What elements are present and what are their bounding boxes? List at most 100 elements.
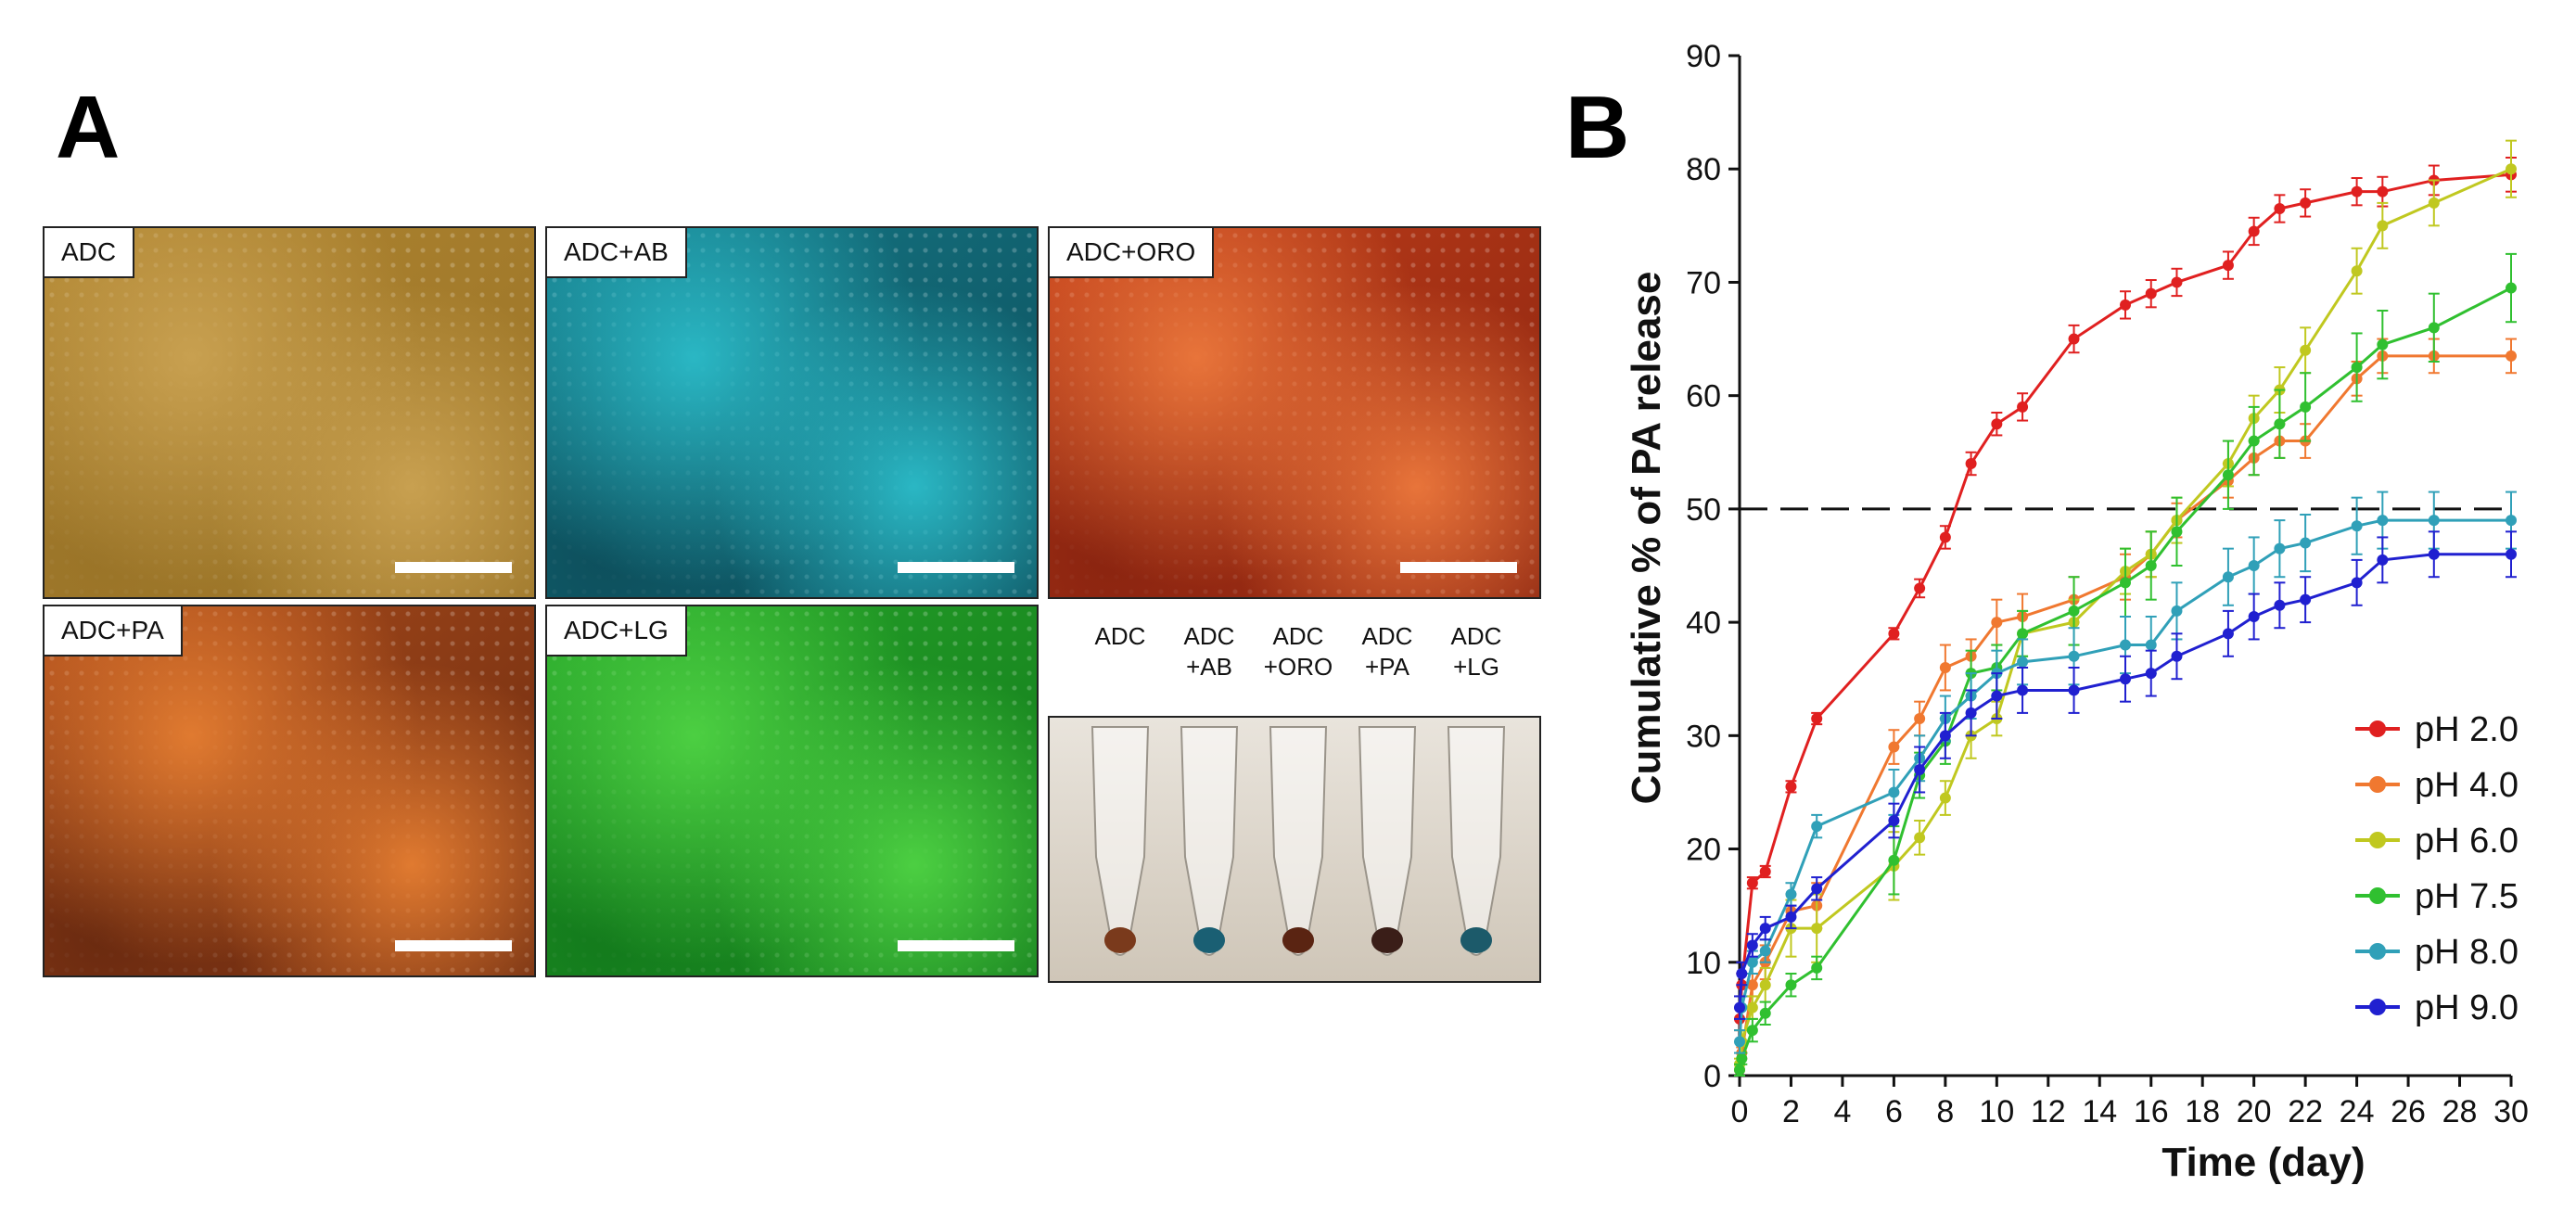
data-point <box>2068 605 2080 617</box>
data-point <box>1746 939 1758 951</box>
y-tick-label: 70 <box>1686 265 1721 300</box>
data-point <box>1991 690 2003 702</box>
legend-label: pH 9.0 <box>2415 988 2519 1027</box>
micrograph-image <box>1050 228 1539 597</box>
data-point <box>1785 979 1797 991</box>
data-point <box>2377 220 2389 232</box>
legend-label: pH 7.5 <box>2415 877 2519 916</box>
data-point <box>2377 185 2389 198</box>
data-point <box>2506 350 2517 362</box>
legend-marker <box>2369 999 2386 1015</box>
data-point <box>1746 1025 1758 1037</box>
data-point <box>2300 401 2312 413</box>
data-point <box>1888 854 1900 866</box>
data-point <box>1991 418 2003 430</box>
data-point <box>2145 560 2157 571</box>
panel-b-label: B <box>1565 78 1630 177</box>
series-line <box>1738 354 2511 1071</box>
data-point <box>1811 883 1823 895</box>
x-tick-label: 26 <box>2391 1094 2426 1129</box>
y-tick-label: 50 <box>1686 492 1721 528</box>
data-point <box>2351 577 2363 589</box>
scale-bar <box>395 562 512 573</box>
data-point <box>1734 1001 1745 1013</box>
data-point <box>1965 458 1977 469</box>
data-point <box>2300 344 2312 356</box>
data-point <box>2120 299 2131 311</box>
legend-marker <box>2369 887 2386 904</box>
data-point <box>1811 713 1823 724</box>
data-point <box>2274 203 2286 214</box>
data-point <box>2222 260 2234 272</box>
series-ph-8-0 <box>1734 491 2517 1054</box>
data-point <box>1965 707 1977 719</box>
data-point <box>1736 968 1748 979</box>
tube-label: ADC +ORO <box>1263 622 1333 681</box>
x-tick-label: 18 <box>2185 1094 2220 1129</box>
micrograph-image <box>45 228 534 597</box>
tube-photo <box>1048 716 1541 983</box>
scale-bar <box>898 940 1014 951</box>
data-point <box>1939 662 1951 673</box>
x-tick-label: 4 <box>1833 1094 1851 1129</box>
y-tick-label: 90 <box>1686 39 1721 74</box>
data-point <box>2351 185 2363 198</box>
data-point <box>1736 1052 1748 1064</box>
micrograph-label: ADC+AB <box>547 228 687 278</box>
data-point <box>2145 639 2157 651</box>
data-point <box>1888 815 1900 826</box>
data-point <box>1759 866 1771 877</box>
micrograph-label: ADC <box>45 228 135 278</box>
data-point <box>1746 1001 1758 1013</box>
series-ph-2-0 <box>1734 157 2517 1032</box>
tube-label: ADC +AB <box>1183 622 1235 681</box>
legend-label: pH 2.0 <box>2415 710 2519 749</box>
micrograph-label: ADC+LG <box>547 606 687 656</box>
x-axis-title: Time (day) <box>2162 1140 2365 1185</box>
data-point <box>2145 668 2157 680</box>
x-tick-label: 20 <box>2237 1094 2272 1129</box>
x-tick-label: 16 <box>2134 1094 2169 1129</box>
data-point <box>2506 282 2517 294</box>
micrograph-adc-lg: ADC+LG <box>545 605 1039 977</box>
data-point <box>2068 333 2080 345</box>
data-point <box>1914 832 1926 844</box>
data-point <box>1759 979 1771 991</box>
legend-label: pH 4.0 <box>2415 766 2519 805</box>
micrograph-label: ADC+PA <box>45 606 183 656</box>
data-point <box>2248 611 2260 622</box>
data-point <box>1759 1007 1771 1019</box>
micrograph-adc-pa: ADC+PA <box>43 605 536 977</box>
y-tick-label: 30 <box>1686 719 1721 754</box>
tube-photo-svg <box>1050 718 1539 981</box>
series-line <box>1738 172 2512 1019</box>
legend-marker <box>2369 943 2386 960</box>
data-point <box>2171 526 2183 538</box>
micrograph-adc-oro: ADC+ORO <box>1048 226 1541 599</box>
data-point <box>1734 1064 1745 1076</box>
data-point <box>2428 548 2440 560</box>
data-point <box>2248 435 2260 447</box>
data-point <box>2300 537 2312 549</box>
tube-label: ADC <box>1094 622 1146 650</box>
x-tick-label: 22 <box>2288 1094 2323 1129</box>
data-point <box>2171 605 2183 617</box>
legend-label: pH 8.0 <box>2415 933 2519 972</box>
micrograph-image <box>547 228 1037 597</box>
x-tick-label: 0 <box>1731 1094 1749 1129</box>
series-line <box>1738 518 2511 1042</box>
tube-labels: ADC ADC +AB ADC +ORO ADC +PA ADC +LG <box>1048 621 1541 705</box>
data-point <box>2428 322 2440 334</box>
data-point <box>1746 956 1758 968</box>
x-tick-label: 12 <box>2031 1094 2066 1129</box>
tube-label: ADC +PA <box>1361 622 1413 681</box>
data-point <box>1785 781 1797 793</box>
data-point <box>2120 577 2131 589</box>
series-ph-9-0 <box>1734 530 2517 1020</box>
legend-marker <box>2369 720 2386 737</box>
data-point <box>1785 911 1797 923</box>
data-point <box>2017 628 2029 640</box>
data-point <box>2506 548 2517 560</box>
data-point <box>2248 225 2260 237</box>
